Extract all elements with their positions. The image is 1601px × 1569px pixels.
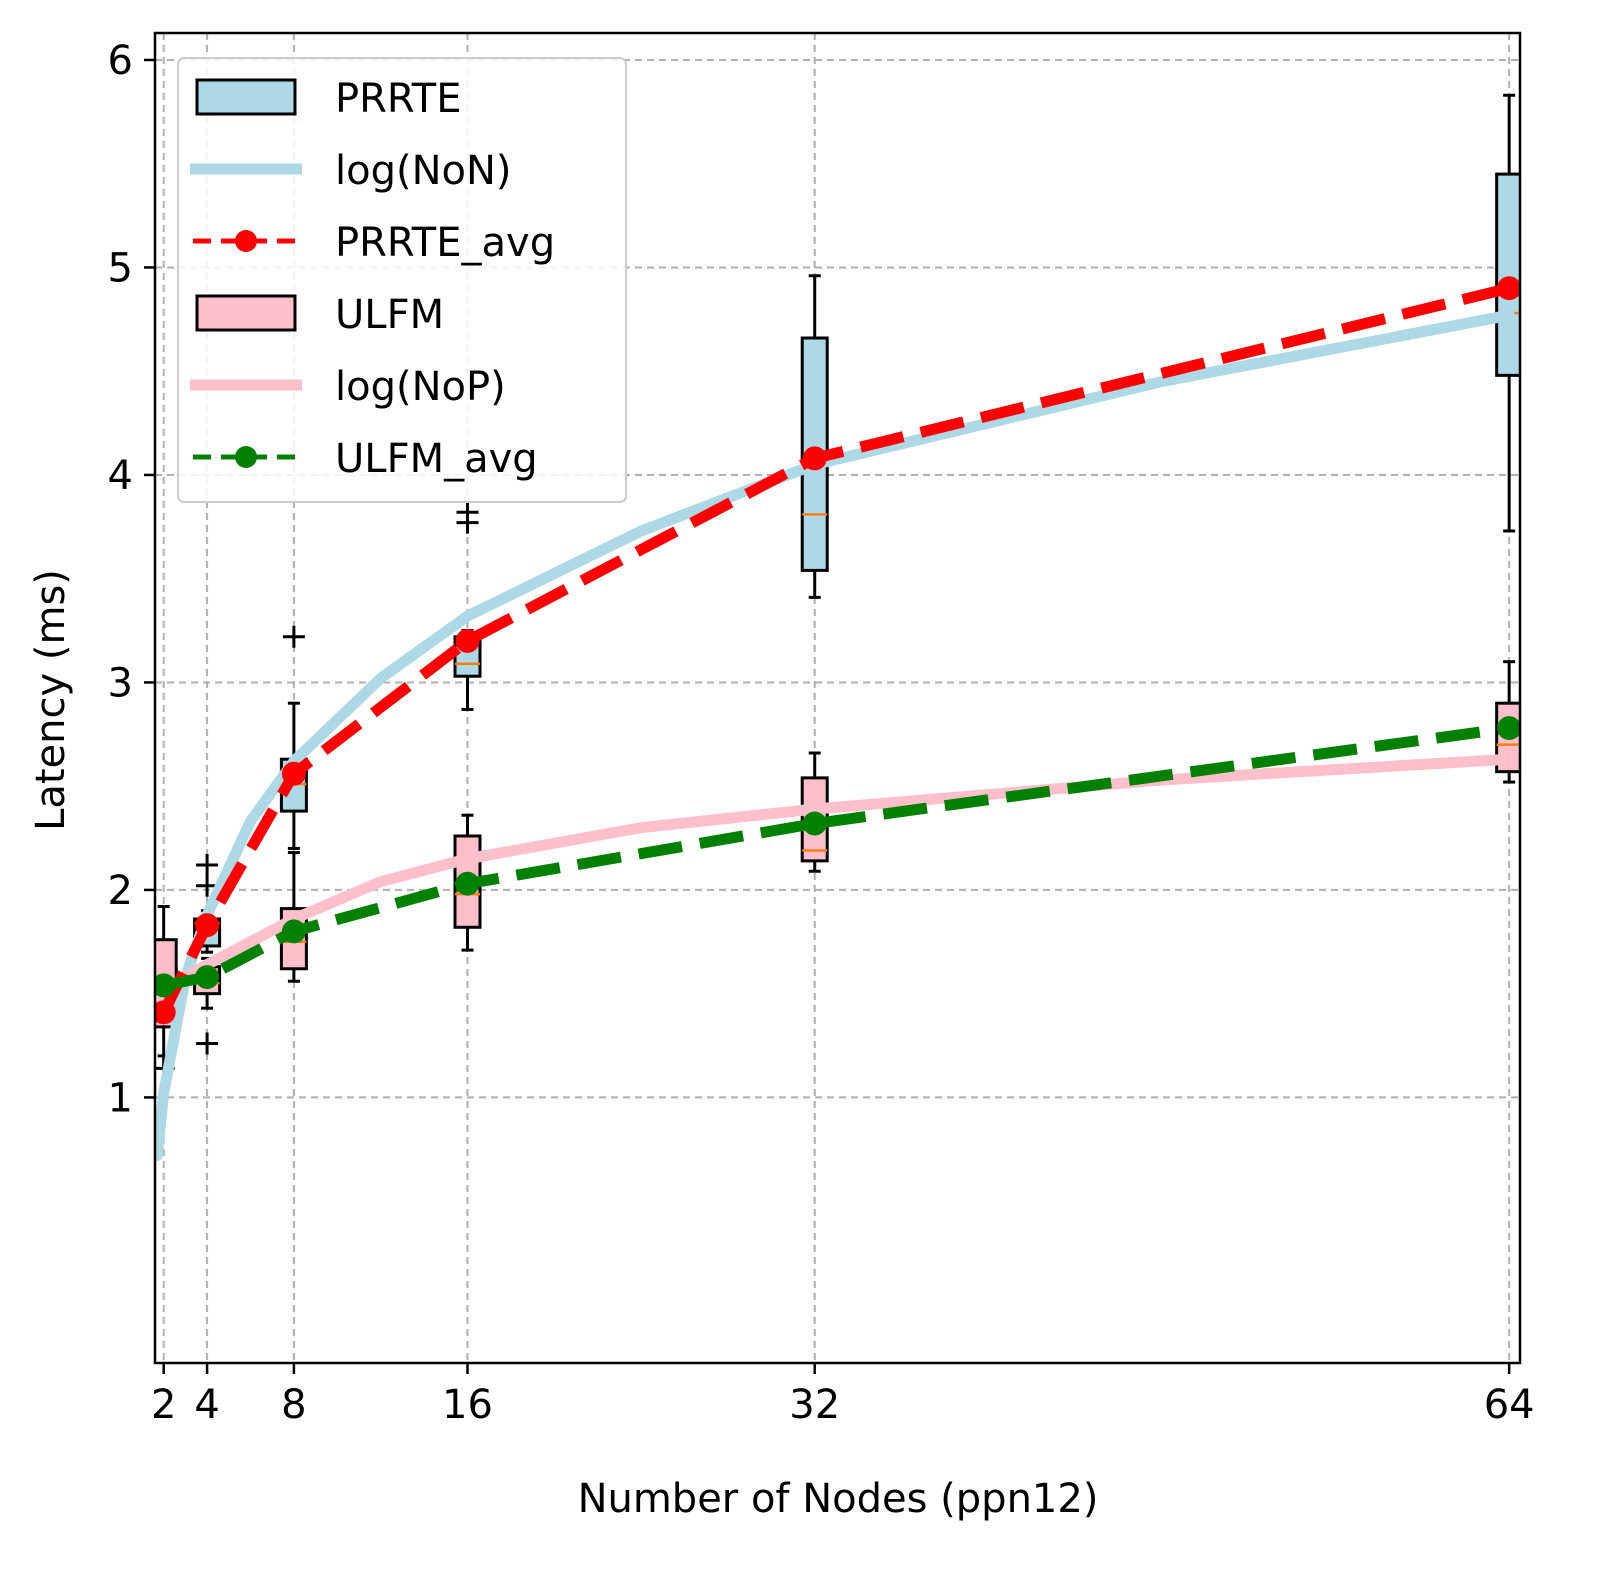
x-tick-label-8: 8 [281, 1382, 306, 1428]
legend-prrte-avg-label: PRRTE_avg [335, 220, 555, 266]
prrte-avg-line [158, 282, 1511, 1015]
ulfm-avg-point-64 [1497, 716, 1520, 741]
ulfm-avg-point-8 [281, 919, 306, 944]
y-tick-label-4: 4 [108, 453, 133, 499]
ulfm-avg-point-32 [802, 811, 827, 836]
ulfm-4-flier-0 [196, 1032, 219, 1055]
legend-ulfm-swatch [195, 294, 297, 332]
log-non-curve [155, 309, 1515, 1162]
x-tick-label-2: 2 [151, 1382, 176, 1428]
ulfm-avg-point-2 [155, 973, 176, 998]
average-lines [155, 276, 1520, 1025]
legend-prrte-swatch [195, 78, 297, 116]
y-tick-label-6: 6 [108, 38, 133, 84]
x-axis-label: Number of Nodes (ppn12) [578, 1476, 1099, 1522]
log-nop-curve [158, 753, 1515, 1006]
y-tick-label-3: 3 [108, 660, 133, 706]
legend-ulfm-avg-label: ULFM_avg [335, 436, 538, 482]
y-tick-label-1: 1 [108, 1075, 133, 1121]
prrte-avg-point-64 [1497, 276, 1520, 301]
y-tick-label-2: 2 [108, 868, 133, 914]
prrte-avg-point-2 [155, 1000, 176, 1025]
legend-prrte-avg-marker [235, 230, 257, 252]
ulfm-avg-point-16 [455, 871, 480, 896]
y-axis-label: Latency (ms) [28, 569, 74, 831]
legend-prrte-label: PRRTE [335, 76, 462, 122]
legend: PRRTE log(NoN) PRRTE_avg ULFM log(NoP) ULFM_a… [177, 57, 627, 503]
prrte-avg-point-16 [455, 628, 480, 653]
x-tick-label-64: 64 [1484, 1382, 1535, 1428]
plot-frame [153, 31, 1522, 1365]
ulfm-avg-point-4 [195, 965, 220, 990]
prrte-avg-point-4 [195, 913, 220, 938]
y-tick-label-5: 5 [108, 245, 133, 291]
prrte-64-box [1495, 172, 1520, 377]
prrte-4-flier-1 [196, 854, 219, 877]
prrte-avg-point-8 [281, 761, 306, 786]
x-tick-label-16: 16 [442, 1382, 493, 1428]
legend-ulfm-label: ULFM [335, 292, 444, 338]
prrte-16-flier-1 [456, 501, 479, 524]
legend-ulfm-avg-marker [235, 446, 257, 468]
legend-lognon-label: log(NoN) [335, 148, 512, 194]
prrte-avg-point-32 [802, 446, 827, 471]
prrte-4-flier-0 [196, 874, 219, 897]
x-tick-label-32: 32 [789, 1382, 840, 1428]
prrte-8-flier-0 [282, 625, 305, 648]
x-tick-label-4: 4 [194, 1382, 219, 1428]
legend-lognop-label: log(NoP) [335, 364, 506, 410]
